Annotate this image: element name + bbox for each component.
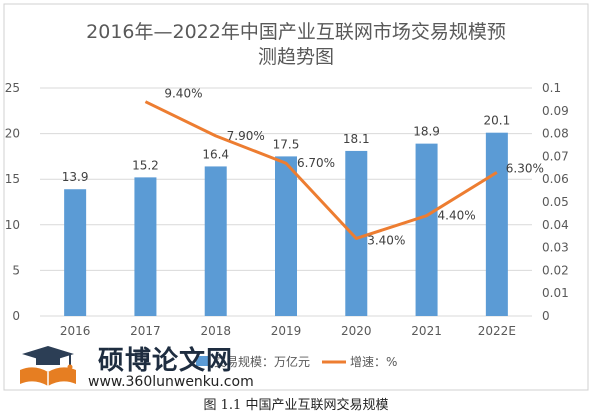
y-left-tick-label: 10	[5, 218, 20, 232]
x-tick-label: 2017	[130, 324, 161, 338]
bar	[275, 156, 297, 316]
x-tick-label: 2020	[341, 324, 372, 338]
y-left-tick-label: 5	[12, 263, 20, 277]
y-right-tick-label: 0.1	[542, 81, 561, 95]
y-right-tick-label: 0.06	[542, 172, 569, 186]
chart-frame	[3, 3, 589, 391]
bar	[415, 143, 438, 316]
bar	[64, 189, 87, 316]
growth-data-label: 4.40%	[438, 209, 476, 223]
y-right-tick-label: 0.05	[542, 195, 569, 209]
y-right-tick-label: 0.01	[542, 286, 569, 300]
growth-line	[144, 100, 498, 240]
legend-label-line: 增速：%	[350, 355, 397, 369]
y-right-tick-label: 0.04	[542, 218, 569, 232]
bar	[345, 150, 368, 316]
watermark-title: 硕博论文网	[98, 346, 234, 376]
y-left-tick-label: 25	[5, 81, 20, 95]
watermark: 硕博论文网 www.360lunwenku.com	[14, 340, 314, 390]
x-tick-label: 2021	[411, 324, 442, 338]
bar-data-label: 13.9	[62, 170, 89, 184]
x-tick-label: 2022E	[478, 324, 516, 338]
x-tick-label: 2016	[60, 324, 91, 338]
bar-data-label: 17.5	[273, 137, 300, 151]
bar	[204, 166, 227, 316]
bar-data-label: 20.1	[483, 114, 510, 128]
y-left-tick-label: 20	[5, 127, 20, 141]
watermark-url: www.360lunwenku.com	[88, 374, 254, 390]
figure-caption: 图 1.1 中国产业互联网交易规模	[203, 398, 389, 413]
y-right-tick-label: 0.03	[542, 241, 569, 255]
y-right-tick-label: 0.08	[542, 127, 569, 141]
growth-data-label: 9.40%	[164, 87, 202, 101]
bar	[485, 132, 508, 316]
bar	[134, 177, 157, 316]
y-left-tick-label: 15	[5, 172, 20, 186]
chart-title-line: 测趋势图	[258, 46, 334, 68]
bar-data-label: 18.1	[343, 132, 370, 146]
legend-label-bar: 交易规模：万亿元	[214, 354, 310, 369]
y-right-tick-label: 0	[542, 309, 550, 323]
legend-swatch-bar	[196, 356, 210, 366]
growth-data-label: 7.90%	[227, 129, 265, 143]
chart-title-line: 2016年—2022年中国产业互联网市场交易规模预	[86, 21, 506, 43]
bar-data-label: 16.4	[202, 147, 229, 161]
bar-data-label: 15.2	[132, 158, 159, 172]
x-tick-label: 2018	[200, 324, 231, 338]
graduation-cap-book-icon	[20, 346, 76, 386]
growth-data-label: 6.30%	[506, 161, 544, 175]
y-left-tick-label: 0	[12, 309, 20, 323]
bar-data-label: 18.9	[413, 125, 440, 139]
y-right-tick-label: 0.02	[542, 263, 569, 277]
x-tick-label: 2019	[271, 324, 302, 338]
y-right-tick-label: 0.09	[542, 104, 569, 118]
y-right-tick-label: 0.07	[542, 149, 569, 163]
growth-data-label: 3.40%	[367, 233, 405, 247]
growth-data-label: 6.70%	[297, 156, 335, 170]
